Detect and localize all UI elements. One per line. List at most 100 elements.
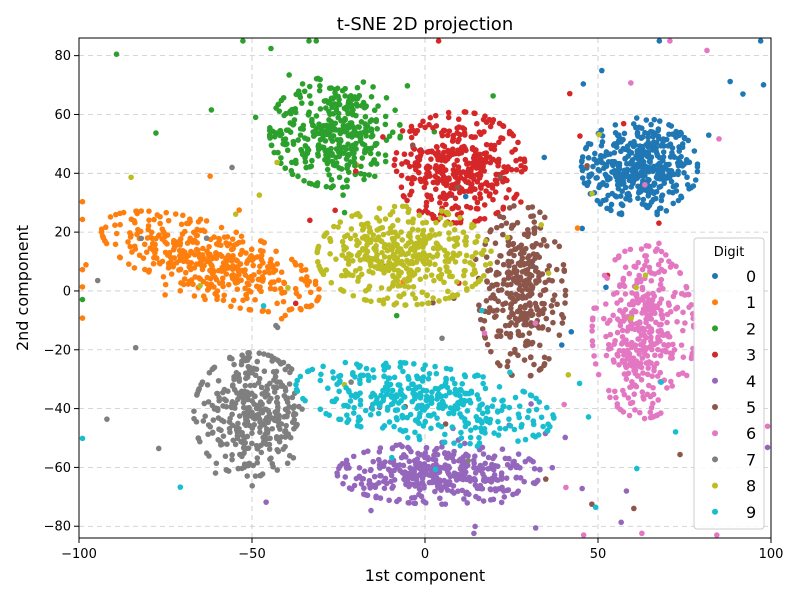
point-digit-4 [490, 455, 496, 462]
point-digit-5 [511, 252, 517, 259]
point-digit-7 [240, 440, 247, 447]
point-digit-1 [146, 208, 152, 214]
point-digit-8 [358, 271, 365, 278]
point-digit-9 [458, 435, 465, 441]
point-digit-5 [516, 278, 522, 284]
point-digit-2 [386, 133, 393, 140]
point-digit-6 [659, 348, 666, 354]
legend-marker-6 [712, 430, 718, 437]
point-digit-6 [764, 423, 771, 430]
point-digit-3 [380, 134, 386, 140]
point-digit-2 [352, 162, 358, 169]
point-digit-8 [463, 252, 470, 259]
point-digit-1 [234, 286, 241, 293]
point-digit-7 [252, 372, 259, 379]
point-digit-9 [391, 374, 398, 381]
point-digit-8 [488, 248, 494, 254]
point-digit-8 [398, 229, 405, 235]
point-digit-9 [385, 404, 391, 411]
point-digit-3 [434, 180, 441, 186]
point-digit-1 [225, 281, 232, 288]
point-digit-3 [498, 135, 504, 141]
point-digit-2 [354, 84, 361, 91]
point-digit-6 [647, 302, 654, 309]
point-digit-5 [545, 326, 552, 333]
point-digit-5 [538, 242, 544, 248]
point-digit-5 [556, 243, 563, 250]
point-digit-9 [506, 404, 513, 411]
point-digit-1 [117, 254, 124, 261]
point-digit-3 [508, 166, 515, 173]
point-digit-7 [244, 433, 251, 440]
point-digit-5 [559, 278, 565, 284]
point-digit-7 [257, 424, 263, 431]
point-digit-6 [657, 369, 664, 376]
point-digit-2 [324, 166, 331, 173]
point-digit-3 [474, 178, 481, 185]
point-digit-0 [617, 193, 624, 199]
point-digit-9 [380, 394, 387, 401]
point-digit-5 [527, 354, 534, 361]
point-digit-4 [343, 457, 350, 464]
point-digit-6 [619, 333, 626, 340]
point-digit-9 [375, 410, 382, 417]
point-digit-8 [482, 262, 489, 268]
point-digit-8 [589, 190, 595, 197]
point-digit-9 [435, 386, 442, 392]
point-digit-4 [471, 530, 477, 537]
point-digit-1 [219, 264, 225, 271]
point-digit-6 [614, 329, 621, 336]
point-digit-1 [247, 307, 254, 313]
point-digit-4 [504, 461, 511, 468]
point-digit-2 [371, 107, 378, 114]
point-digit-6 [604, 320, 611, 326]
point-digit-1 [242, 285, 248, 292]
point-digit-9 [446, 389, 453, 396]
point-digit-6 [667, 264, 674, 270]
y-tick-label: 40 [54, 167, 71, 182]
point-digit-3 [508, 130, 515, 137]
point-digit-1 [191, 237, 198, 244]
point-digit-5 [496, 213, 503, 220]
point-digit-7 [231, 361, 237, 368]
point-digit-4 [386, 497, 392, 504]
point-digit-9 [304, 368, 311, 375]
point-digit-1 [179, 231, 186, 237]
point-digit-7 [284, 413, 290, 420]
point-digit-6 [635, 336, 641, 342]
point-digit-0 [585, 140, 592, 147]
point-digit-7 [291, 426, 297, 432]
point-digit-6 [677, 270, 684, 277]
point-digit-5 [525, 204, 532, 211]
point-digit-7 [266, 446, 273, 452]
point-digit-9 [672, 429, 679, 435]
point-digit-6 [627, 246, 634, 253]
point-digit-0 [684, 174, 690, 181]
point-digit-2 [382, 113, 389, 120]
point-digit-9 [426, 370, 433, 377]
point-digit-8 [436, 274, 442, 281]
point-digit-3 [503, 195, 510, 201]
point-digit-8 [642, 272, 649, 278]
point-digit-6 [664, 319, 670, 326]
point-digit-2 [283, 110, 289, 117]
point-digit-5 [500, 231, 506, 238]
point-digit-3 [441, 127, 448, 134]
point-digit-8 [391, 203, 398, 210]
point-digit-1 [214, 288, 221, 294]
point-digit-6 [595, 371, 602, 378]
point-digit-5 [537, 366, 544, 372]
point-digit-0 [599, 159, 606, 166]
point-digit-6 [653, 319, 659, 326]
point-digit-7 [155, 445, 162, 452]
point-digit-9 [428, 425, 434, 432]
point-digit-6 [532, 320, 539, 326]
point-digit-1 [117, 221, 123, 228]
point-digit-1 [173, 259, 180, 266]
point-digit-1 [278, 315, 285, 322]
point-digit-6 [622, 316, 628, 322]
point-digit-1 [256, 269, 263, 275]
point-digit-0 [620, 180, 627, 187]
point-digit-5 [522, 283, 528, 289]
point-digit-3 [490, 196, 496, 203]
